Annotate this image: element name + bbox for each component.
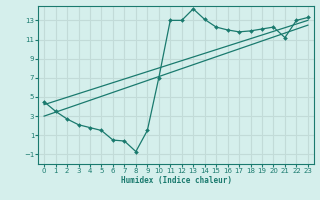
- X-axis label: Humidex (Indice chaleur): Humidex (Indice chaleur): [121, 176, 231, 185]
